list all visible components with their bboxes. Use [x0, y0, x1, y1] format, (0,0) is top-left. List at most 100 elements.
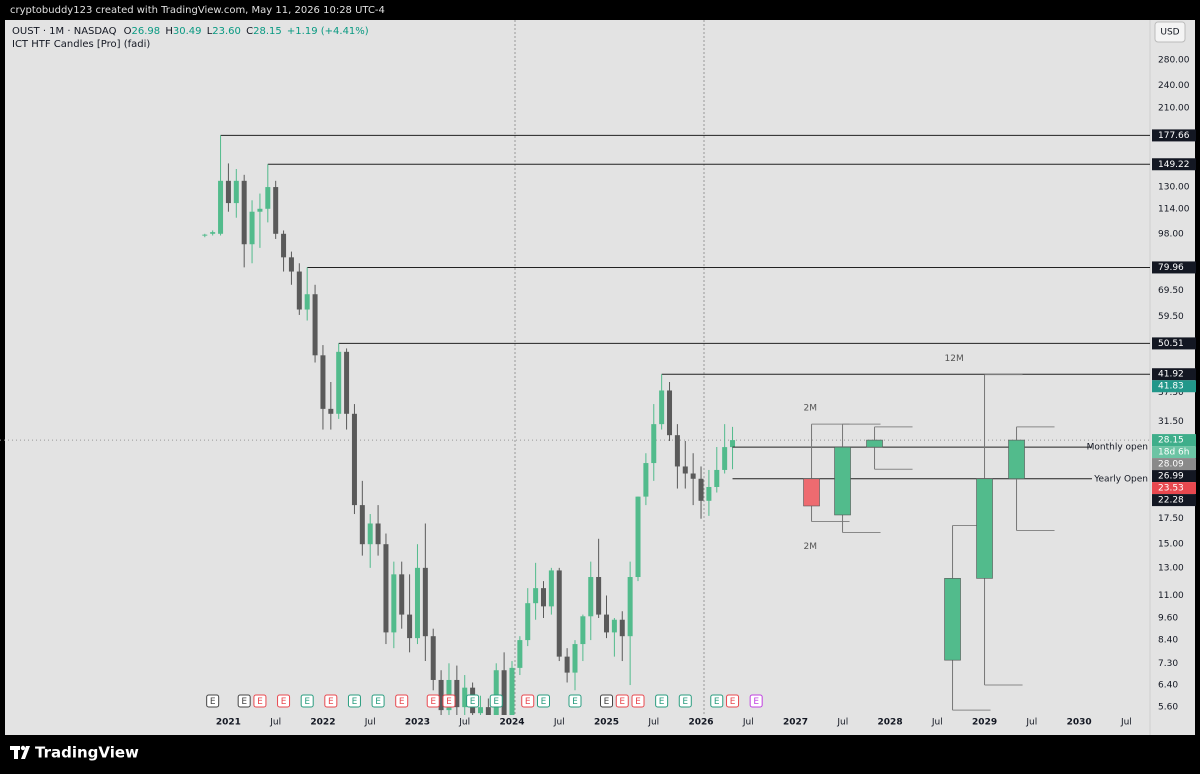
earnings-marker	[371, 694, 385, 708]
y-tick-label: 13.00	[1158, 563, 1184, 573]
earnings-label: E	[659, 697, 665, 707]
legend-l-label: L	[207, 26, 213, 37]
htf-body	[803, 478, 820, 507]
earnings-label: E	[399, 697, 405, 707]
earnings-marker	[253, 694, 267, 708]
earnings-label: E	[281, 697, 287, 707]
candle-body	[580, 616, 586, 645]
candle-body	[533, 588, 539, 604]
brand-name: TradingView	[35, 744, 139, 762]
x-tick-label: 2022	[310, 718, 335, 728]
earnings-marker	[237, 694, 251, 708]
htf-body	[976, 478, 993, 579]
candle-body	[233, 180, 239, 204]
candle-body	[604, 614, 610, 633]
earnings-marker	[568, 694, 582, 708]
y-tick-label: 280.00	[1158, 56, 1190, 66]
candle-body	[619, 619, 625, 637]
y-tick-label: 69.50	[1158, 286, 1184, 296]
candle-body	[273, 187, 279, 234]
legend-l: 23.60	[212, 26, 241, 37]
y-tick-label: 240.00	[1158, 81, 1190, 91]
price-tag-label: 26.99	[1158, 472, 1184, 482]
x-tick-label: 2025	[594, 718, 619, 728]
earnings-label: E	[328, 697, 334, 707]
earnings-label: E	[446, 697, 452, 707]
earnings-label: E	[352, 697, 358, 707]
candle-body	[249, 211, 255, 245]
x-tick-label: 2030	[1067, 718, 1092, 728]
currency-label[interactable]: USD	[1160, 28, 1179, 38]
countdown-tag	[1152, 446, 1196, 459]
candle-body	[296, 271, 302, 310]
earnings-marker	[395, 694, 409, 708]
legend-c: 28.15	[253, 26, 282, 37]
earnings-label: E	[635, 697, 641, 707]
open-level-label: Monthly open	[1087, 443, 1148, 453]
earnings-label: E	[470, 697, 476, 707]
candle-body	[202, 234, 208, 236]
y-tick-label: 98.00	[1158, 229, 1184, 239]
candle-body	[218, 180, 224, 234]
earnings-label: E	[730, 697, 736, 707]
price-tag	[1152, 261, 1196, 274]
earnings-label: E	[304, 697, 310, 707]
logo-part	[14, 750, 18, 759]
price-tag	[1152, 337, 1196, 350]
candle-body	[596, 577, 602, 615]
header-text: cryptobuddy123 created with TradingView.…	[10, 5, 385, 16]
x-tick-label: Jul	[553, 718, 565, 728]
candle-body	[635, 496, 641, 578]
price-tag-label: 79.96	[1158, 263, 1184, 273]
candle-body	[572, 644, 578, 673]
candle-body	[454, 679, 460, 708]
earnings-marker	[300, 694, 314, 708]
earnings-label: E	[604, 697, 610, 707]
earnings-marker	[347, 694, 361, 708]
x-tick-label: 2021	[216, 718, 241, 728]
earnings-marker	[324, 694, 338, 708]
x-tick-label: 2023	[405, 718, 430, 728]
earnings-label: E	[682, 697, 688, 707]
x-tick-label: Jul	[836, 718, 848, 728]
candle-body	[359, 505, 365, 545]
y-tick-label: 9.60	[1158, 614, 1178, 624]
legend-h-label: H	[165, 26, 173, 37]
y-tick-label: 130.00	[1158, 183, 1190, 193]
y-tick-label: 8.40	[1158, 636, 1178, 646]
indicator-name: ICT HTF Candles [Pro] (fadi)	[12, 39, 150, 50]
logo-part	[21, 746, 30, 759]
y-tick-label: 6.40	[1158, 681, 1178, 691]
earnings-label: E	[257, 697, 263, 707]
x-tick-label: Jul	[458, 718, 470, 728]
earnings-marker	[536, 694, 550, 708]
x-tick-label: 2026	[688, 718, 713, 728]
candle-body	[304, 294, 310, 310]
y-tick-label: 17.50	[1158, 514, 1184, 524]
candle-body	[438, 679, 444, 711]
x-tick-label: 2024	[499, 718, 524, 728]
candle-body	[525, 603, 531, 641]
earnings-marker	[678, 694, 692, 708]
htf-label: 2M	[804, 404, 818, 414]
htf-body	[1008, 439, 1025, 480]
earnings-marker	[726, 694, 740, 708]
open-level-label: Yearly Open	[1093, 474, 1148, 484]
axes: 280.00 240.00 210.00 130.00 114.00 98.00 69.50…	[216, 56, 1196, 728]
y-tick-label: 210.00	[1158, 103, 1190, 113]
price-tag-label: 41.83	[1158, 382, 1184, 392]
candle-body	[548, 570, 554, 607]
candle-body	[328, 408, 334, 414]
currency-button[interactable]	[1154, 21, 1186, 43]
logo-part	[20, 745, 26, 751]
earnings-label: E	[541, 697, 547, 707]
x-tick-label: 2028	[878, 718, 903, 728]
candle-body	[383, 544, 389, 633]
candle-body	[517, 640, 523, 668]
x-tick-label: 2027	[783, 718, 808, 728]
earnings-label: E	[714, 697, 720, 707]
legend-o: 26.98	[132, 26, 161, 37]
candle-body	[422, 567, 428, 637]
candle-body	[336, 351, 342, 414]
